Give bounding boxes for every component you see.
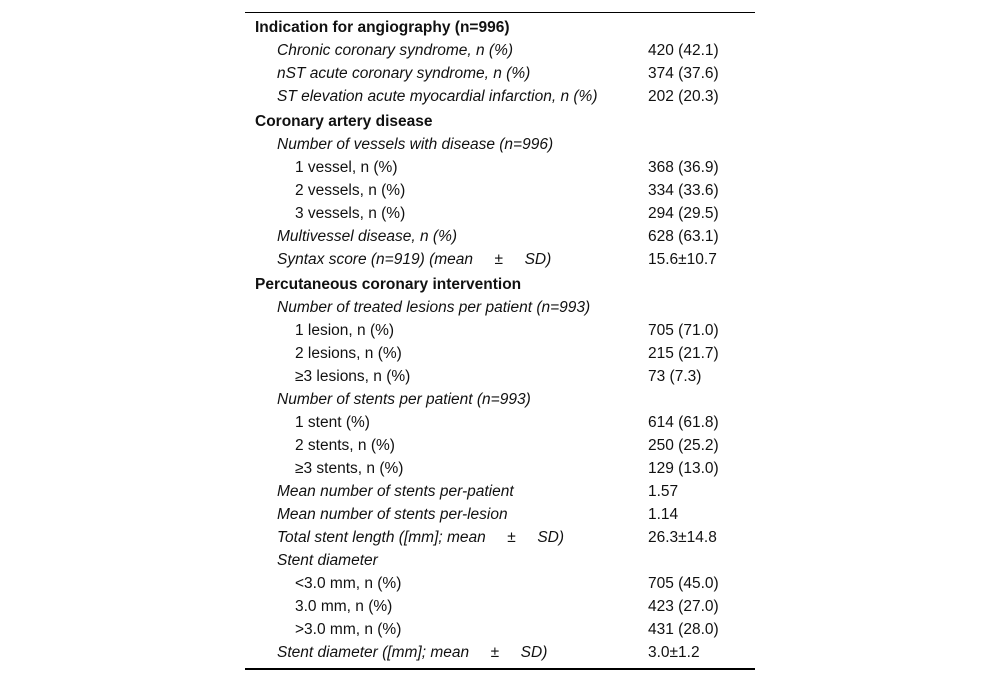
table-row: Indication for angiography (n=996) — [245, 16, 755, 39]
row-label: 1 stent (%) — [295, 414, 370, 431]
table-row: Stent diameter — [245, 549, 755, 572]
table-row: Mean number of stents per-patient 1.57 — [245, 480, 755, 503]
row-label: Stent diameter ([mm]; mean ± SD) — [277, 644, 548, 661]
row-label: 3.0 mm, n (%) — [295, 598, 393, 615]
table-row: 2 stents, n (%) 250 (25.2) — [245, 434, 755, 457]
study-characteristics-table: Indication for angiography (n=996) Chroni… — [245, 12, 755, 670]
row-value: 129 (13.0) — [648, 460, 719, 477]
table-row: 2 lesions, n (%) 215 (21.7) — [245, 342, 755, 365]
table-row: Coronary artery disease — [245, 110, 755, 133]
table-row: ≥3 stents, n (%) 129 (13.0) — [245, 457, 755, 480]
row-value: 628 (63.1) — [648, 228, 719, 245]
row-label: 2 vessels, n (%) — [295, 182, 406, 199]
row-value: 334 (33.6) — [648, 182, 719, 199]
row-label: Total stent length ([mm]; mean ± SD) — [277, 529, 565, 546]
table-row: 1 vessel, n (%) 368 (36.9) — [245, 156, 755, 179]
row-label: Number of vessels with disease (n=996) — [277, 136, 554, 153]
table-row: Chronic coronary syndrome, n (%) 420 (42.… — [245, 39, 755, 62]
row-value: 705 (45.0) — [648, 575, 719, 592]
table-row: 3 vessels, n (%) 294 (29.5) — [245, 202, 755, 225]
row-value: 202 (20.3) — [648, 88, 719, 105]
table-row: Total stent length ([mm]; mean ± SD) 26.3… — [245, 526, 755, 549]
row-value: 73 (7.3) — [648, 368, 702, 385]
row-label: Multivessel disease, n (%) — [277, 228, 458, 245]
row-label: Coronary artery disease — [255, 113, 433, 130]
row-label: Number of treated lesions per patient (n… — [277, 299, 591, 316]
table-row: nST acute coronary syndrome, n (%) 374 (3… — [245, 62, 755, 85]
row-label: Chronic coronary syndrome, n (%) — [277, 42, 514, 59]
row-value: 1.57 — [648, 483, 679, 500]
row-label: Stent diameter — [277, 552, 378, 569]
row-value: 423 (27.0) — [648, 598, 719, 615]
row-value: 368 (36.9) — [648, 159, 719, 176]
row-label: Indication for angiography (n=996) — [255, 19, 510, 36]
row-value: 420 (42.1) — [648, 42, 719, 59]
row-label: 1 lesion, n (%) — [295, 322, 395, 339]
table-row: Multivessel disease, n (%) 628 (63.1) — [245, 225, 755, 248]
row-label: 2 lesions, n (%) — [295, 345, 402, 362]
row-label: ≥3 lesions, n (%) — [295, 368, 411, 385]
row-value: 215 (21.7) — [648, 345, 719, 362]
row-label: Syntax score (n=919) (mean ± SD) — [277, 251, 552, 268]
row-label: nST acute coronary syndrome, n (%) — [277, 65, 531, 82]
row-label: >3.0 mm, n (%) — [295, 621, 402, 638]
table-row: 3.0 mm, n (%) 423 (27.0) — [245, 595, 755, 618]
table-row: Percutaneous coronary intervention — [245, 273, 755, 296]
row-label: 3 vessels, n (%) — [295, 205, 406, 222]
table-row: Number of vessels with disease (n=996) — [245, 133, 755, 156]
row-label: ST elevation acute myocardial infarction… — [277, 88, 598, 105]
row-value: 705 (71.0) — [648, 322, 719, 339]
row-value: 374 (37.6) — [648, 65, 719, 82]
row-value: 614 (61.8) — [648, 414, 719, 431]
table-row: Number of stents per patient (n=993) — [245, 388, 755, 411]
table-row: ST elevation acute myocardial infarction… — [245, 85, 755, 108]
row-value: 15.6±10.7 — [648, 251, 717, 268]
row-label: Mean number of stents per-patient — [277, 483, 514, 500]
study-table-rows: Indication for angiography (n=996) Chroni… — [245, 16, 755, 664]
table-row: 2 vessels, n (%) 334 (33.6) — [245, 179, 755, 202]
row-label: 2 stents, n (%) — [295, 437, 395, 454]
row-value: 3.0±1.2 — [648, 644, 700, 661]
table-row: <3.0 mm, n (%) 705 (45.0) — [245, 572, 755, 595]
row-value: 431 (28.0) — [648, 621, 719, 638]
table-row: Syntax score (n=919) (mean ± SD) 15.6±10.… — [245, 248, 755, 271]
table-row: Stent diameter ([mm]; mean ± SD) 3.0±1.2 — [245, 641, 755, 664]
table-row: Number of treated lesions per patient (n… — [245, 296, 755, 319]
row-label: Percutaneous coronary intervention — [255, 276, 522, 293]
row-label: Mean number of stents per-lesion — [277, 506, 508, 523]
row-value: 1.14 — [648, 506, 679, 523]
row-label: Number of stents per patient (n=993) — [277, 391, 531, 408]
row-value: 294 (29.5) — [648, 205, 719, 222]
row-label: <3.0 mm, n (%) — [295, 575, 402, 592]
table-row: Mean number of stents per-lesion 1.14 — [245, 503, 755, 526]
row-value: 26.3±14.8 — [648, 529, 717, 546]
table-row: ≥3 lesions, n (%) 73 (7.3) — [245, 365, 755, 388]
table-row: >3.0 mm, n (%) 431 (28.0) — [245, 618, 755, 641]
row-value: 250 (25.2) — [648, 437, 719, 454]
table-row: 1 stent (%) 614 (61.8) — [245, 411, 755, 434]
row-label: ≥3 stents, n (%) — [295, 460, 404, 477]
row-label: 1 vessel, n (%) — [295, 159, 398, 176]
table-row: 1 lesion, n (%) 705 (71.0) — [245, 319, 755, 342]
